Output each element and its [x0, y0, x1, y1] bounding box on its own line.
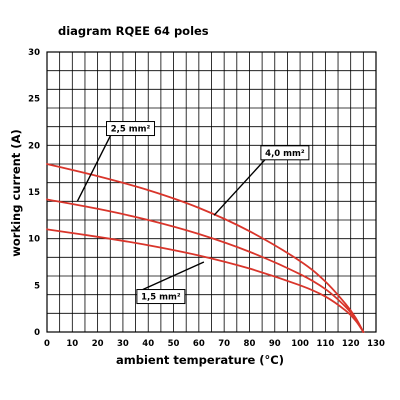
x-tick-label: 20 [92, 339, 104, 349]
x-tick-label: 10 [66, 339, 78, 349]
annotations: 2,5 mm² 4,0 mm² 1,5 mm² [76, 121, 310, 305]
series-line-1 [46, 198, 365, 333]
x-tick-label: 90 [269, 339, 281, 349]
grid [46, 51, 377, 333]
x-tick-label: 0 [44, 339, 50, 349]
annotation-label-1: 4,0 mm² [265, 149, 305, 159]
x-tick-label: 60 [193, 339, 205, 349]
y-tick-label: 20 [28, 141, 40, 151]
y-tick-label: 5 [34, 281, 40, 291]
annotation-box-1 [260, 145, 310, 161]
x-tick-label: 130 [367, 339, 385, 349]
x-tick-label: 120 [342, 339, 360, 349]
x-tick-label: 50 [168, 339, 180, 349]
plot-frame [46, 51, 377, 333]
x-axis-label: ambient temperature (°C) [116, 353, 284, 367]
y-tick-label: 10 [28, 235, 40, 245]
x-tick-label: 70 [218, 339, 230, 349]
x-tick-label: 40 [142, 339, 154, 349]
x-tick-label: 80 [244, 339, 256, 349]
annotation-label-0: 2,5 mm² [111, 125, 151, 135]
annotation-label-2: 1,5 mm² [141, 293, 181, 303]
annotation-leader-1 [213, 159, 266, 216]
x-tick-label: 100 [291, 339, 309, 349]
series-line-2 [46, 228, 365, 333]
annotation-leader-2 [142, 261, 205, 291]
series-layer [46, 163, 365, 333]
chart-title: diagram RQEE 64 poles [58, 24, 209, 38]
annotation-box-0 [106, 121, 156, 137]
y-tick-label: 15 [28, 188, 40, 198]
y-tick-label: 30 [28, 48, 40, 58]
annotation-box-2 [136, 289, 186, 305]
x-tick-label: 110 [317, 339, 335, 349]
tick-labels: 0 10 20 30 40 50 60 70 80 90 100 110 120 130 0 5 10 15 20 2… [28, 48, 385, 349]
annotation-leader-0 [76, 135, 112, 202]
y-axis-label: working current (A) [9, 129, 23, 256]
y-tick-label: 0 [34, 328, 40, 338]
x-tick-label: 30 [117, 339, 129, 349]
y-tick-label: 25 [28, 95, 40, 105]
series-line-0 [46, 163, 365, 333]
